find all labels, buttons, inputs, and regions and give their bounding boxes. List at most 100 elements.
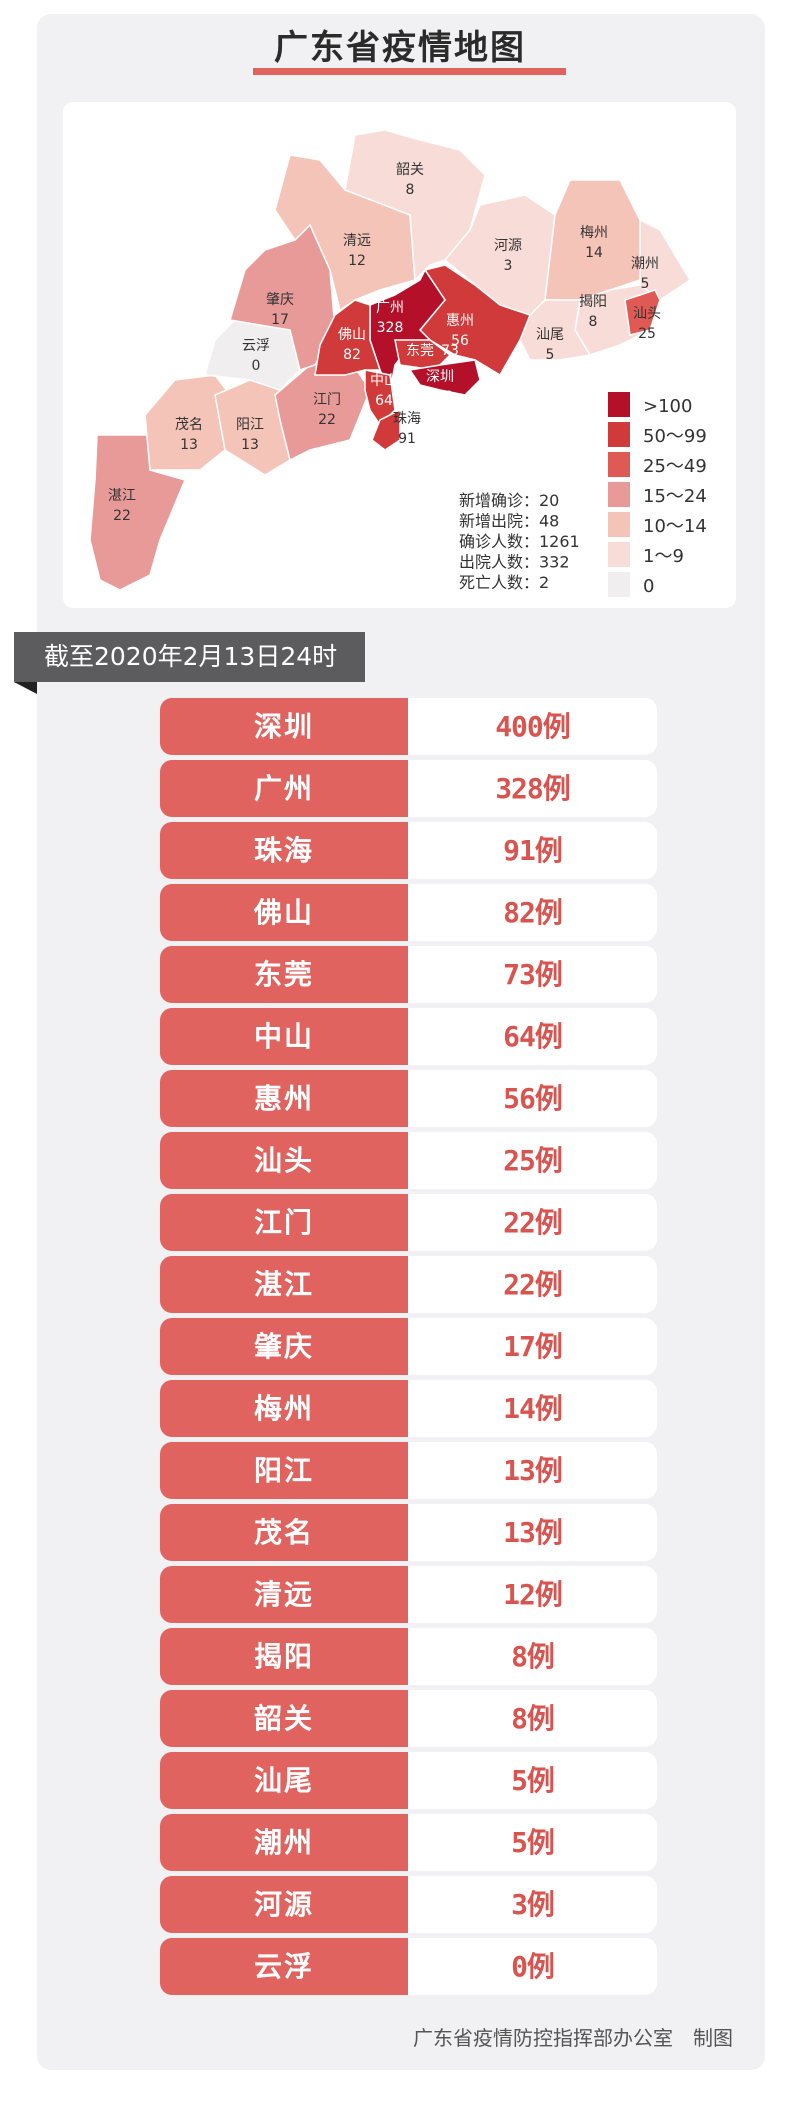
footer-credit: 广东省疫情防控指挥部办公室 制图: [413, 2026, 733, 2050]
map-stat: 死亡人数：2: [459, 573, 549, 592]
table-row: 湛江 22例: [160, 1256, 657, 1313]
map-region-name: 韶关: [396, 162, 424, 178]
row-city: 阳江: [160, 1442, 408, 1499]
row-value: 0例: [511, 1950, 555, 1983]
map-region-value: 14: [585, 245, 603, 261]
row-city: 潮州: [160, 1814, 408, 1871]
table-row: 惠州 56例: [160, 1070, 657, 1127]
row-value: 8例: [511, 1702, 555, 1735]
legend-label: 15～24: [643, 486, 707, 507]
map-region-value: 64: [375, 393, 393, 409]
row-value: 12例: [503, 1578, 563, 1611]
legend-label: 50～99: [643, 426, 707, 447]
map-region-name: 湛江: [108, 488, 136, 504]
table-row: 汕头 25例: [160, 1132, 657, 1189]
date-banner: 截至2020年2月13日24时: [14, 632, 365, 682]
map-region-value: 13: [180, 437, 198, 453]
row-city: 东莞: [160, 946, 408, 1003]
map-region-name: 广州: [376, 300, 404, 316]
map-region-value: 25: [638, 326, 656, 342]
page-title: 广东省疫情地图: [274, 28, 526, 68]
map-region-value: 17: [271, 312, 289, 328]
map-region-value: 12: [348, 253, 366, 269]
row-value: 8例: [511, 1640, 555, 1673]
row-city: 河源: [160, 1876, 408, 1933]
legend-swatch: [608, 422, 630, 447]
map-region-value: 13: [241, 437, 259, 453]
row-value: 73例: [503, 958, 563, 991]
legend-swatch: [608, 482, 630, 507]
map-region: [394, 339, 452, 371]
map-region-value: 8: [406, 182, 415, 198]
case-table: 深圳 400例广州 328例 珠海 91例 佛山 82例 东莞 73例中山 64例 惠州 56例 汕头 2…: [160, 698, 657, 1995]
map-region: [344, 129, 486, 282]
map-region: [371, 408, 401, 451]
map-region: [408, 359, 481, 396]
table-row: 茂名 13例: [160, 1504, 657, 1561]
row-value: 56例: [503, 1082, 563, 1115]
row-city: 揭阳: [160, 1628, 408, 1685]
map-region-name: 珠海: [393, 411, 421, 427]
map-region-value: 91: [398, 431, 416, 447]
legend-label: 25～49: [643, 456, 707, 477]
row-value: 400例: [495, 710, 571, 743]
map-region-value: 22: [318, 412, 336, 428]
guangdong-map: 湛江 22 茂名 13 阳江 13 江门 22 云浮 0 肇庆 17 清远 12 韶关 8 河源 3 梅州 14 潮州 5…: [89, 129, 707, 597]
table-row: 佛山 82例: [160, 884, 657, 941]
row-city: 梅州: [160, 1380, 408, 1437]
row-value: 13例: [503, 1454, 563, 1487]
row-value: 17例: [503, 1330, 563, 1363]
map-region-name: 东莞: [406, 343, 434, 359]
map-region-name: 云浮: [242, 338, 270, 354]
table-row: 深圳 400例: [160, 698, 657, 755]
row-value: 64例: [503, 1020, 563, 1053]
table-row: 云浮 0例: [160, 1938, 657, 1995]
map-region-name: 清远: [343, 233, 371, 249]
legend-label: 0: [643, 576, 654, 597]
map-region-name: 揭阳: [579, 294, 607, 310]
table-row: 东莞 73例: [160, 946, 657, 1003]
legend-label: 10～14: [643, 516, 707, 537]
map-stat: 出院人数：332: [459, 553, 570, 572]
legend-swatch: [608, 512, 630, 537]
map-region-name: 佛山: [338, 327, 366, 343]
row-city: 佛山: [160, 884, 408, 941]
row-city: 深圳: [160, 698, 408, 755]
map-region-value: 328: [377, 320, 404, 336]
row-value: 14例: [503, 1392, 563, 1425]
map-region: [519, 299, 592, 361]
map-region-name: 惠州: [446, 313, 474, 329]
row-city: 云浮: [160, 1938, 408, 1995]
map-region-name: 河源: [494, 238, 522, 254]
map-region-name: 中山: [370, 373, 398, 389]
map-stat: 新增出院：48: [459, 512, 559, 531]
map-region-value: 8: [589, 314, 598, 330]
table-row: 汕尾 5例: [160, 1752, 657, 1809]
table-row: 揭阳 8例: [160, 1628, 657, 1685]
table-row: 梅州 14例: [160, 1380, 657, 1437]
row-value: 25例: [503, 1144, 563, 1177]
map-region-name: 江门: [313, 392, 341, 408]
table-row: 广州 328例: [160, 760, 657, 817]
table-row: 江门 22例: [160, 1194, 657, 1251]
row-value: 3例: [511, 1888, 555, 1921]
map-region-value: 3: [504, 258, 513, 274]
table-row: 珠海 91例: [160, 822, 657, 879]
map-region-value: 400: [427, 389, 454, 405]
table-row: 中山 64例: [160, 1008, 657, 1065]
legend-swatch: [608, 452, 630, 477]
map-region-value: 0: [252, 358, 261, 374]
row-city: 韶关: [160, 1690, 408, 1747]
map-region-name: 深圳: [426, 369, 454, 385]
table-row: 韶关 8例: [160, 1690, 657, 1747]
row-city: 肇庆: [160, 1318, 408, 1375]
table-row: 潮州 5例: [160, 1814, 657, 1871]
map-region-name: 茂名: [175, 416, 203, 433]
map-stat: 新增确诊：20: [459, 491, 559, 510]
map-region: [624, 289, 661, 336]
row-city: 江门: [160, 1194, 408, 1251]
map-stat: 确诊人数：1261: [459, 532, 580, 551]
table-row: 肇庆 17例: [160, 1318, 657, 1375]
map-region-name: 阳江: [236, 417, 264, 433]
banner-fold: [14, 682, 37, 694]
